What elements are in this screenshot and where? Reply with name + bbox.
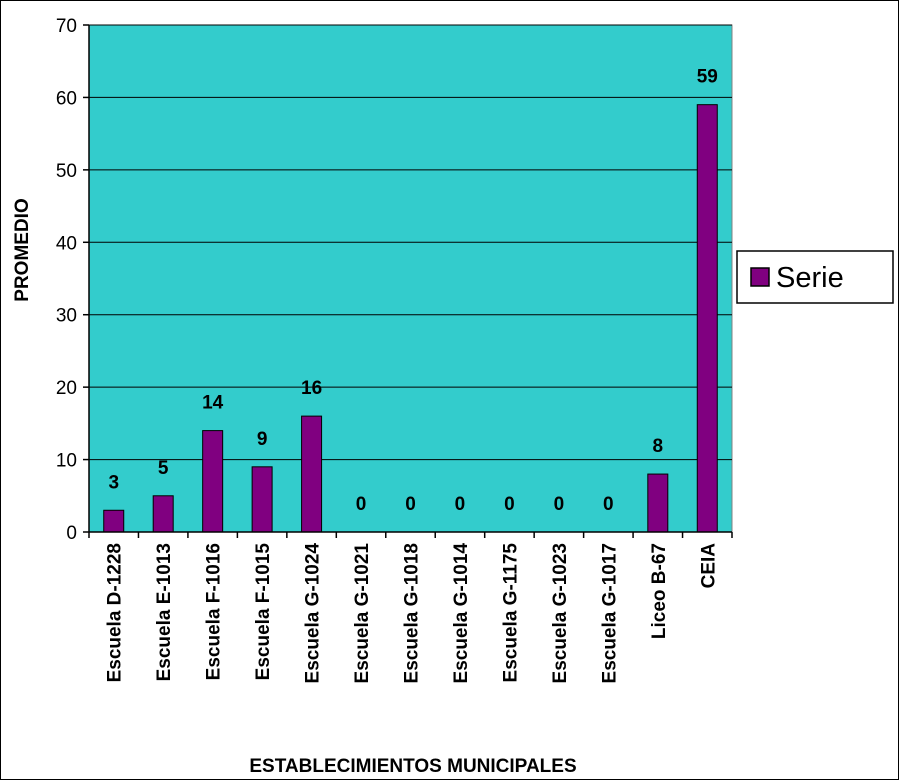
bar [301,415,323,533]
y-tick-label: 50 [56,161,77,182]
y-tick-label: 60 [56,88,77,109]
x-tick-label: Escuela E-1013 [154,543,175,681]
x-tick-label: Escuela F-1015 [253,543,274,681]
gridlines [89,24,732,461]
x-tick-label: Escuela D-1228 [105,543,126,682]
data-label: 9 [257,429,268,450]
y-tick-label: 10 [56,451,77,472]
bar [647,473,669,533]
x-axis-title: ESTABLECIMIENTOS MUNICIPALES [249,756,576,777]
bar [251,466,273,533]
y-tick-label: 20 [56,378,77,399]
bar [152,495,174,533]
x-tick-labels: Escuela D-1228 Escuela E-1013 Escuela F-10… [105,543,720,684]
bar [103,509,125,533]
y-axis-title: PROMEDIO [12,198,33,301]
x-tick-label: Escuela G-1017 [599,543,620,683]
y-tick-label: 0 [66,523,77,544]
y-tick-labels: 0 10 20 30 40 50 60 70 [56,16,77,544]
axes [83,24,733,538]
data-label: 8 [653,436,664,457]
x-tick-label: Escuela G-1024 [303,543,324,684]
legend-label: Serie [776,262,844,294]
x-tick-label: Escuela F-1016 [204,543,225,680]
data-label: 0 [356,494,367,515]
y-tick-label: 70 [56,16,77,37]
data-label: 0 [455,494,466,515]
data-label: 16 [301,378,322,399]
legend: Serie [736,250,894,304]
x-tick-label: Escuela G-1023 [550,543,571,683]
plot-area [88,24,733,533]
x-tick-label: Escuela G-1021 [352,543,373,684]
legend-swatch [750,267,770,287]
data-label: 5 [158,458,169,479]
y-tick-label: 40 [56,233,77,254]
y-tick-label: 30 [56,306,77,327]
bar [202,430,224,533]
data-label: 3 [108,472,119,493]
bars [103,104,718,533]
x-tick-label: Escuela G-1018 [402,543,423,683]
data-label: 59 [697,67,718,88]
data-label: 0 [603,494,614,515]
data-label: 14 [202,393,224,414]
x-tick-label: Escuela G-1014 [451,543,472,684]
x-tick-label: Liceo B-67 [649,543,670,639]
x-tick-label: Escuela G-1175 [500,543,521,683]
data-label: 0 [504,494,515,515]
data-label: 0 [554,494,565,515]
data-labels: 3 5 14 9 16 0 0 0 0 0 0 8 59 [108,67,717,515]
x-tick-label: CEIA [698,543,719,589]
bar [696,104,718,533]
data-label: 0 [405,494,416,515]
